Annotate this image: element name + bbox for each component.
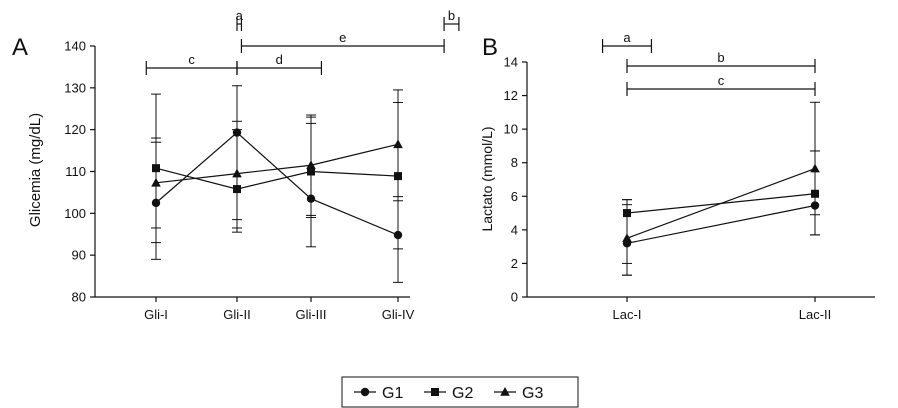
y-tick-label: 100 [64,206,86,221]
y-tick-label: 2 [511,256,518,271]
point-g1 [151,198,161,208]
point-g2 [307,167,315,176]
series-line-g1 [626,204,816,244]
point-g3 [622,233,632,243]
y-tick-label: 10 [504,122,518,137]
y-tick-label: 120 [64,122,86,137]
panel-b: B Lactato (mmol/L) 0 2 4 6 8 10 12 14 Lac-I Lac-I… [479,30,875,322]
y-tick-label: 12 [504,88,518,103]
panel-a-letter: A [12,34,28,61]
point-g3 [810,163,820,173]
x-tick-label: Lac-II [799,307,832,322]
legend-label: G3 [522,385,543,402]
y-tick-label: 90 [72,248,86,263]
legend-label: G1 [382,385,403,402]
point-g2 [811,189,819,198]
panel-b-letter: B [482,34,498,61]
y-tick-label: 8 [511,155,518,170]
legend-marker-g1 [360,387,370,397]
point-g2 [152,164,160,173]
y-tick-label: 4 [511,222,518,237]
x-tick-label: Gli-II [223,307,250,322]
bracket-label: d [276,52,283,67]
panel-a-ylabel: Glicemia (mg/dL) [27,113,44,227]
legend-marker-g2 [431,388,439,396]
series-line-g1 [155,131,399,236]
x-tick-label: Gli-III [295,307,326,322]
point-g3 [393,139,403,149]
y-tick-label: 14 [504,55,518,70]
y-tick-label: 6 [511,189,518,204]
bracket-label: e [339,30,346,45]
y-tick-label: 140 [64,39,86,54]
bracket-label: b [448,8,455,23]
point-g1 [306,194,316,203]
point-g2 [394,172,402,181]
x-tick-label: Gli-IV [382,307,415,322]
bracket-label: a [623,30,631,45]
x-tick-label: Lac-I [613,307,642,322]
legend-box [341,376,579,408]
panel-b-ylabel: Lactato (mmol/L) [479,126,495,231]
series-line-g3 [155,143,399,184]
panel-a: A Glicemia (mg/dL) 80 90 100 110 120 130 140 Gl… [12,8,460,322]
point-g3 [151,177,161,187]
series-line-g3 [626,168,816,239]
y-tick-label: 130 [64,80,86,95]
bracket-label: c [188,52,195,67]
legend-label: G2 [452,385,473,402]
point-g3 [232,168,242,178]
point-g2 [623,209,631,218]
y-tick-label: 80 [72,290,86,305]
x-tick-label: Gli-I [144,307,168,322]
y-tick-label: 110 [65,164,86,179]
point-g1 [232,128,242,137]
point-g3 [306,160,316,170]
legend-marker-g3 [500,387,510,396]
point-g1 [393,230,403,240]
bracket-label: a [236,8,244,23]
y-tick-label: 0 [511,290,518,305]
bracket-label: b [717,50,724,65]
point-g2 [233,185,241,194]
bracket-label: c [718,73,725,88]
legend: G1 G2 G3 [341,376,579,408]
point-g1 [810,201,820,210]
